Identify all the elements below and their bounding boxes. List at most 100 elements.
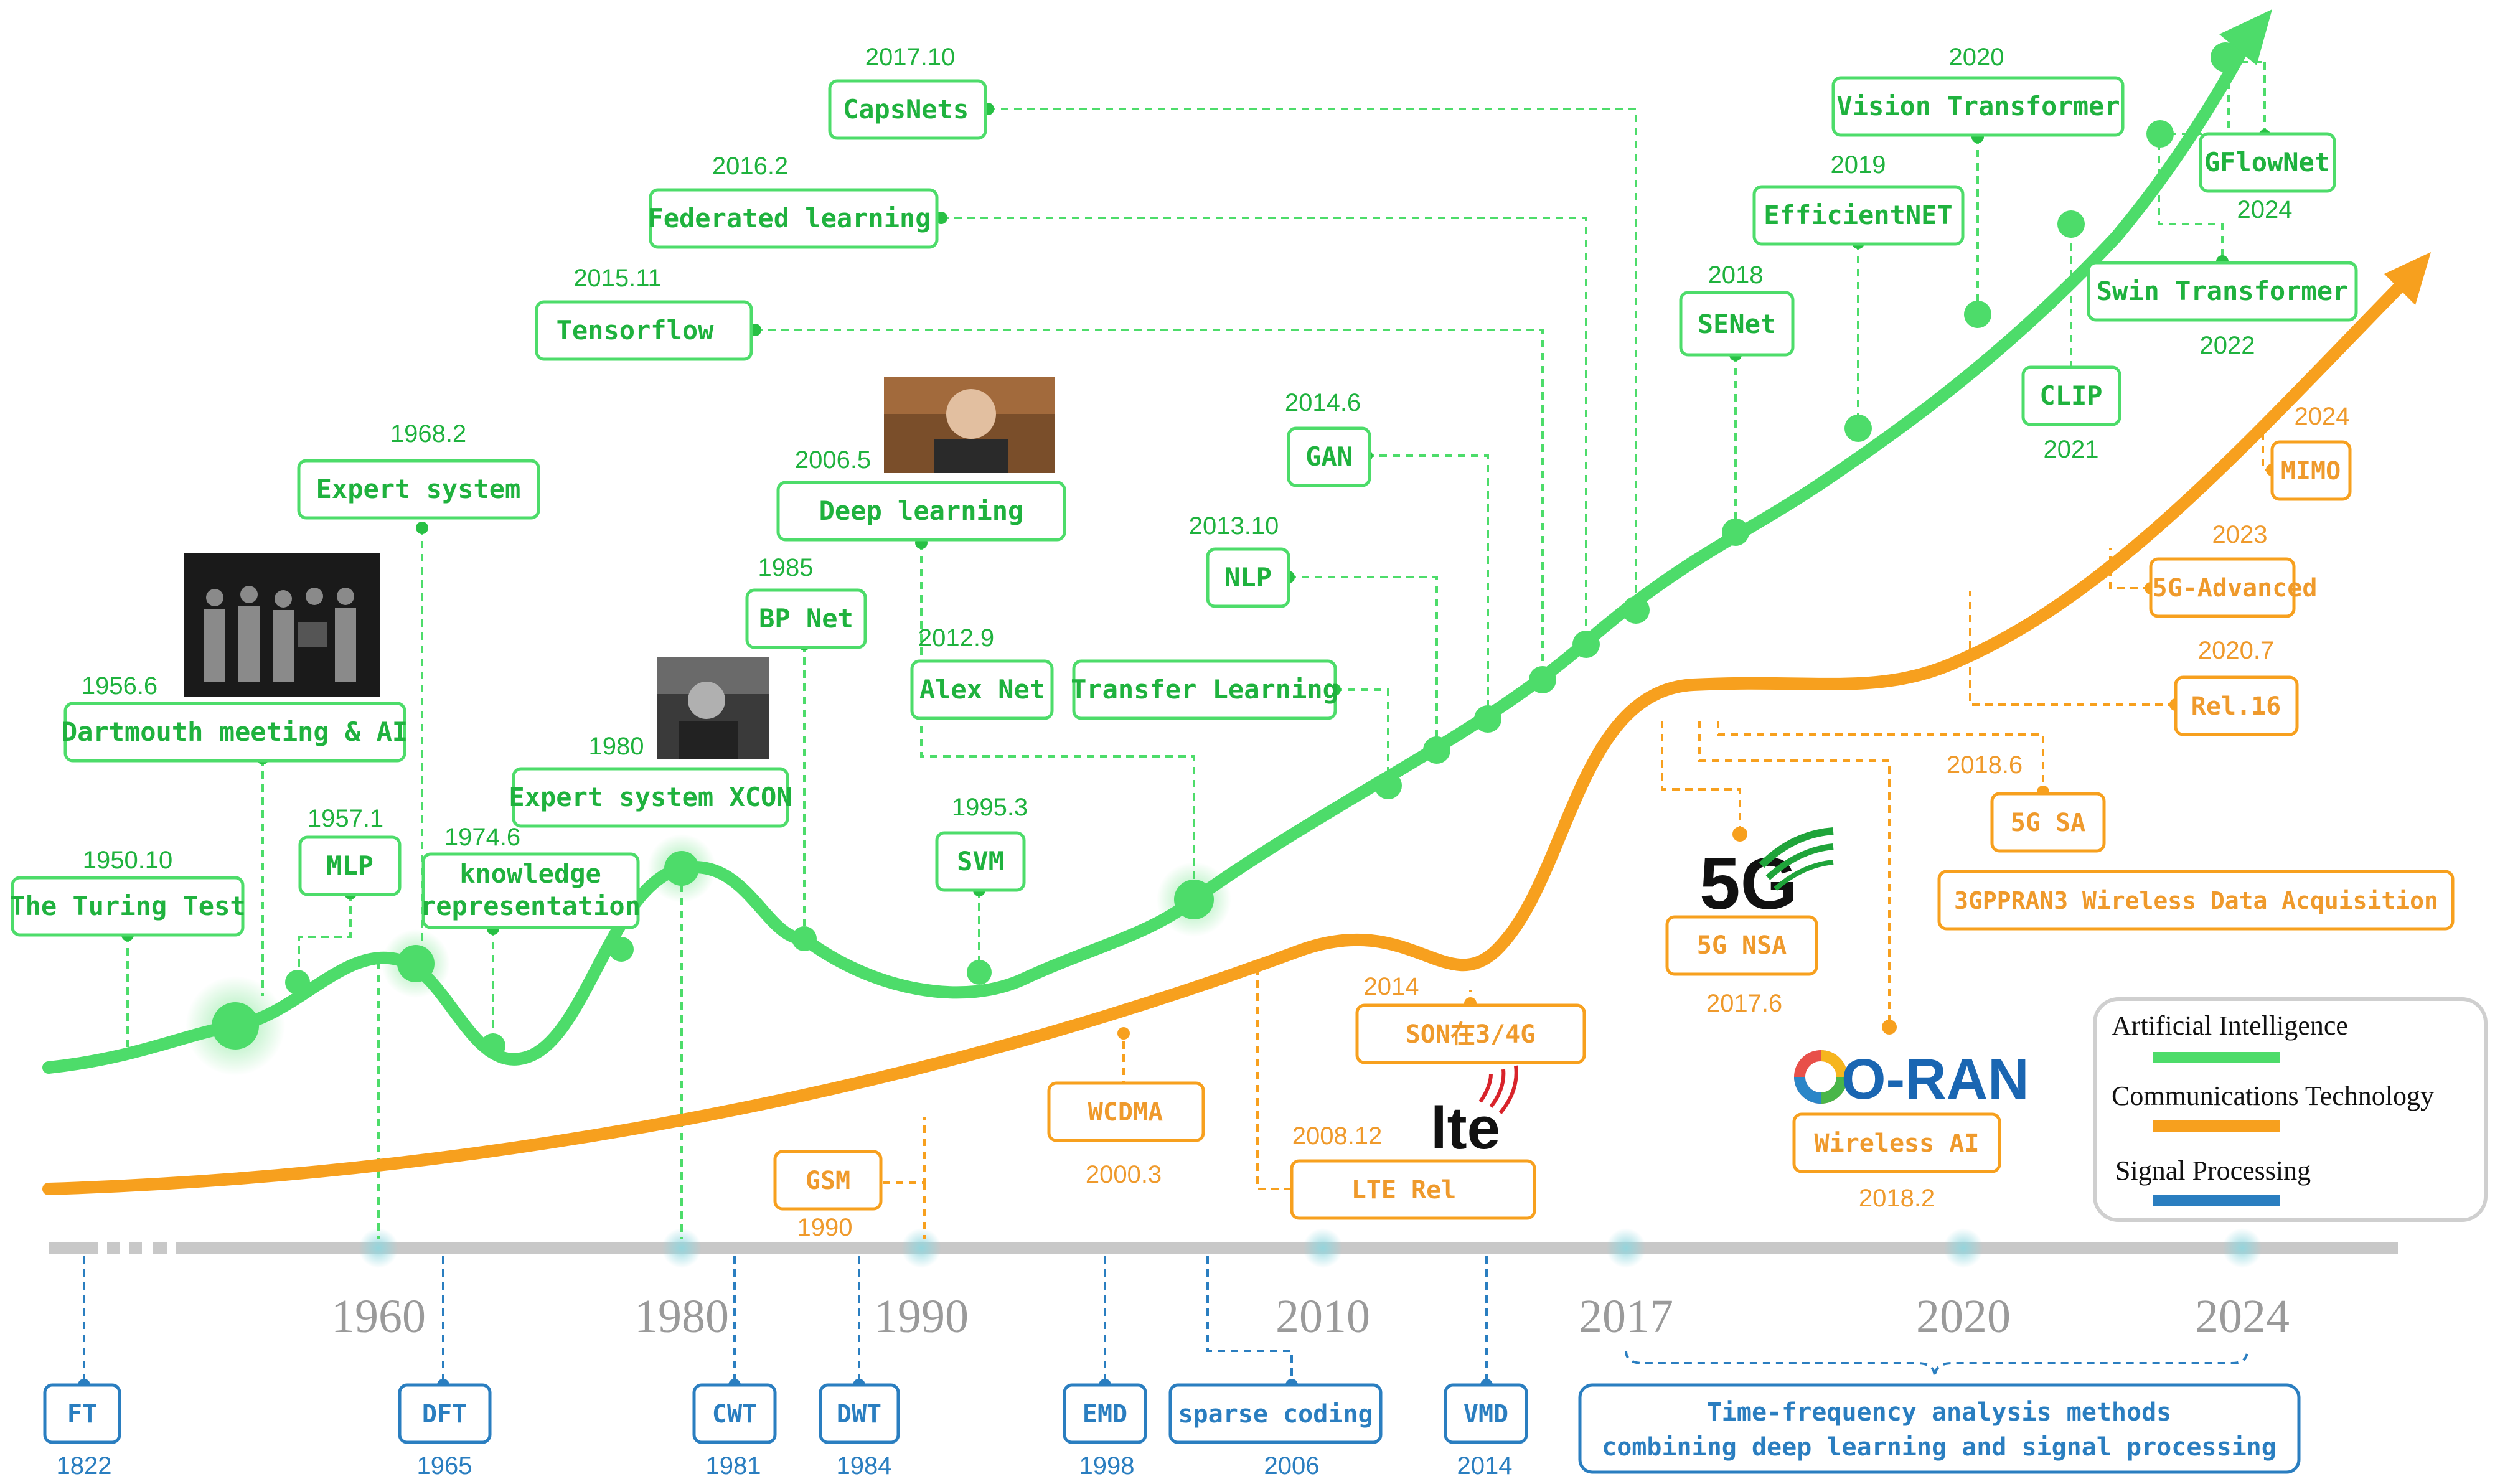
event-label-deep: Deep learning <box>819 495 1024 526</box>
curve-node <box>967 960 992 985</box>
logo-5g-arc <box>1774 860 1834 891</box>
event-date-clip: 2021 <box>2044 436 2099 463</box>
event-label-gan: GAN <box>1305 441 1353 472</box>
event-date-mimo: 2024 <box>2295 403 2350 430</box>
comm-event-boxes <box>773 440 2455 1220</box>
comm-curve-arrow <box>2384 252 2431 305</box>
event-date-lte: 2008.12 <box>1292 1122 1383 1150</box>
legend-label-ai: Artificial Intelligence <box>2112 1010 2348 1041</box>
event-date-alexnet: 2012.9 <box>918 624 994 652</box>
event-date-cwt: 1981 <box>706 1452 761 1480</box>
event-date-dartmouth: 1956.6 <box>82 672 157 700</box>
legend-label-signal: Signal Processing <box>2115 1155 2311 1186</box>
event-label-ran3: 3GPPRAN3 Wireless Data Acquisition <box>1954 887 2438 914</box>
event-date-turing: 1950.10 <box>83 847 173 874</box>
person-body <box>204 609 225 682</box>
event-label-clip: CLIP <box>2039 380 2102 411</box>
leader-line <box>1206 1256 1293 1385</box>
curve-node <box>212 1002 259 1050</box>
leader-line <box>941 217 1587 641</box>
axis-bar <box>176 1242 2398 1254</box>
event-box <box>11 876 245 937</box>
event-label-tensorflow: Tensorflow <box>557 315 715 345</box>
axis-year-label: 1990 <box>874 1290 969 1343</box>
photo-xcon-portrait <box>657 657 769 759</box>
curve-node <box>664 851 699 886</box>
event-label-son: SON在3/4G <box>1406 1020 1536 1049</box>
axis-year-label: 2020 <box>1916 1290 2011 1343</box>
event-box <box>1287 426 1371 487</box>
axis-dot <box>901 1228 941 1268</box>
person-body <box>934 439 1008 473</box>
leader-dot <box>416 522 428 534</box>
event-label-wirelessai: Wireless AI <box>1815 1129 1980 1158</box>
logo-oran-ring-seg <box>1820 1050 1848 1078</box>
curve-node <box>1374 772 1402 799</box>
event-box <box>2270 440 2352 501</box>
event-label-lte: LTE Rel <box>1351 1176 1457 1205</box>
person-head <box>306 588 323 605</box>
event-date-vmd: 2014 <box>1457 1452 1513 1480</box>
event-box <box>649 188 939 249</box>
event-label-tf-line2: combining deep learning and signal proce… <box>1602 1433 2277 1462</box>
axis-year-label: 1980 <box>634 1290 729 1343</box>
event-label-bpnet: BP Net <box>759 603 853 634</box>
event-date-capsnets: 2017.10 <box>865 44 956 71</box>
event-date-tensorflow: 2015.11 <box>573 265 662 292</box>
event-label-senet: SENet <box>1698 309 1776 339</box>
leader-line <box>1698 721 1891 1027</box>
event-box <box>745 588 867 649</box>
person-head <box>688 682 725 719</box>
event-box <box>63 702 406 763</box>
event-label-mimo: MIMO <box>2281 457 2341 486</box>
event-date-rel16: 2020.7 <box>2198 637 2274 664</box>
curve-node <box>1572 631 1600 658</box>
leader-dot <box>1732 827 1747 842</box>
event-label-federated: Federated learning <box>647 203 931 233</box>
event-box <box>1355 1003 1586 1064</box>
event-box <box>1679 291 1795 357</box>
logo-oran-ring-seg <box>1794 1076 1821 1104</box>
event-label-expert: Expert system <box>316 474 521 504</box>
logo-oran-ring-seg <box>1820 1076 1848 1104</box>
leader-line <box>1256 971 1292 1190</box>
event-label-knowledge: knowledge representation <box>420 858 641 921</box>
event-box <box>421 852 640 929</box>
curve-node <box>2211 42 2240 72</box>
person-head <box>946 389 996 439</box>
event-date-federated: 2016.2 <box>712 153 788 180</box>
logo-5g-arc <box>1759 827 1834 868</box>
axis-dot <box>359 1228 398 1268</box>
curve-node <box>609 937 634 962</box>
event-box <box>819 1383 900 1444</box>
axis-dash <box>49 1242 98 1254</box>
event-label-nlp: NLP <box>1224 562 1272 593</box>
event-label-tf-line1: Time-frequency analysis methods <box>1707 1398 2172 1427</box>
event-date-dwt: 1984 <box>837 1452 892 1480</box>
event-date-ft: 1822 <box>57 1452 112 1480</box>
axis-dash <box>129 1242 142 1254</box>
event-box <box>1831 76 2125 137</box>
event-box <box>298 835 402 896</box>
event-box <box>692 1383 777 1444</box>
curve-node <box>1423 736 1450 764</box>
event-box <box>512 767 789 828</box>
event-label-vmd: VMD <box>1464 1400 1508 1429</box>
leader-line <box>1366 454 1489 719</box>
curve-node <box>2057 210 2085 238</box>
signal-event-boxes <box>43 1383 2301 1474</box>
event-box <box>1444 1383 1528 1444</box>
event-date-mlp: 1957.1 <box>308 805 383 832</box>
ai-curve-arrow <box>2219 9 2272 65</box>
event-box <box>2021 365 2121 426</box>
leader-line <box>1335 688 1389 786</box>
event-box <box>2199 132 2336 193</box>
event-date-swin: 2022 <box>2200 332 2255 359</box>
event-label-adv: 5G-Advanced <box>2153 574 2318 603</box>
leader-dot <box>1117 1027 1130 1040</box>
event-date-senet: 2018 <box>1708 261 1764 289</box>
event-label-gsm: GSM <box>806 1167 850 1195</box>
time-axis: 1960 1980 1990 2010 2017 2020 2024 <box>49 1228 2398 1343</box>
event-date-deep: 2006.5 <box>795 446 871 474</box>
axis-year-label: 2024 <box>2195 1290 2290 1343</box>
